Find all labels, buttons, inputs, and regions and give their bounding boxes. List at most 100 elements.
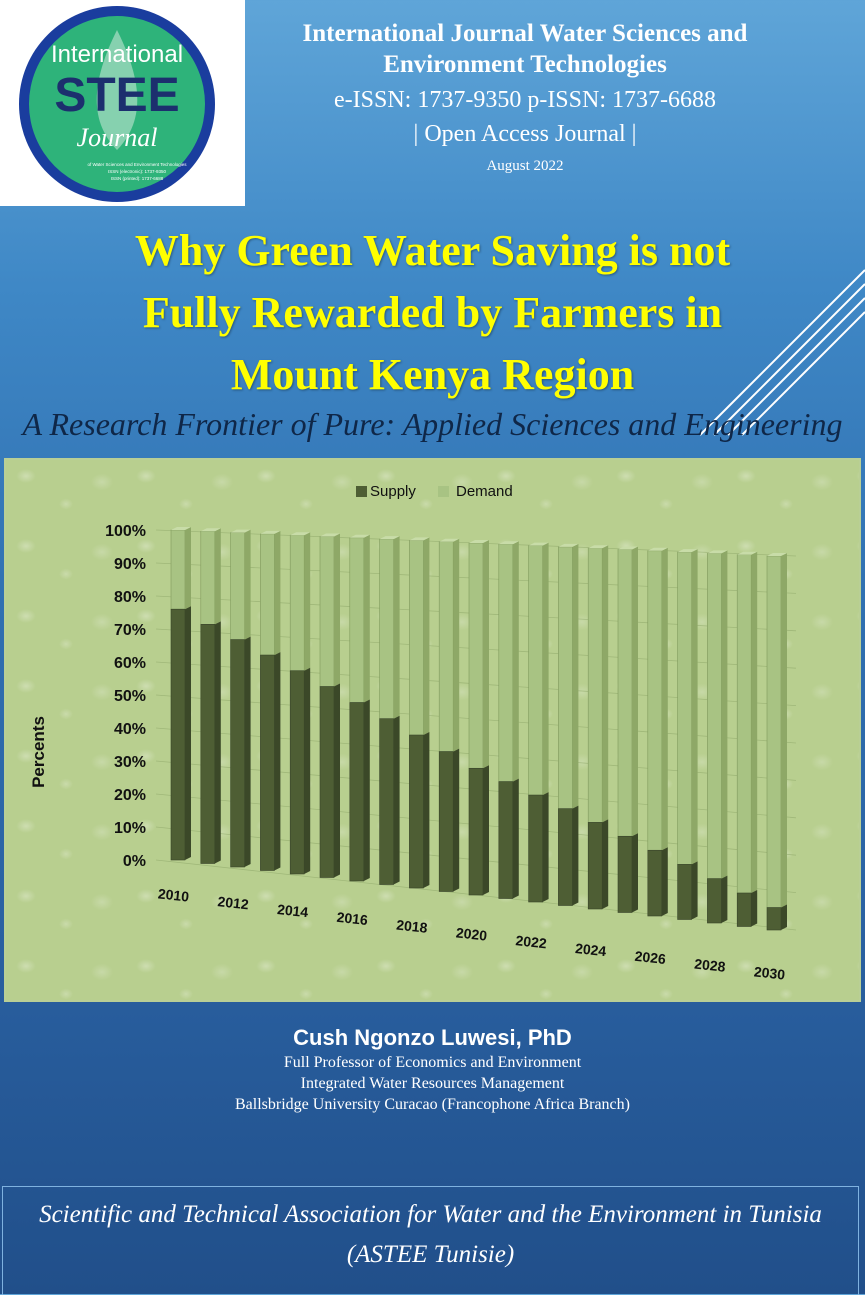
x-tick-label: 2012 [217, 893, 250, 912]
x-tick-label: 2026 [634, 948, 667, 967]
title-line-2: Fully Rewarded by Farmers in [142, 288, 723, 337]
bar-top-face [737, 551, 758, 555]
supply-bar-side [244, 636, 251, 867]
supply-bar-side [453, 748, 460, 892]
issn-line: e-ISSN: 1737-9350 p-ISSN: 1737-6688 [334, 87, 716, 113]
y-tick-label: 40% [114, 721, 146, 738]
demand-bar [438, 541, 454, 752]
supply-bar [170, 608, 186, 861]
bar-top-face [528, 542, 549, 546]
demand-bar [677, 551, 692, 865]
supply-bar-side [781, 904, 787, 930]
demand-bar-side [363, 534, 370, 703]
supply-bar [677, 864, 692, 920]
supply-demand-chart: 0% 10% 20% 30% 40% 50% 60% 70% 80% 90% 100% 2010 201… [29, 483, 797, 983]
x-tick-label: 2030 [753, 963, 786, 982]
supply-bar [200, 624, 216, 864]
journal-logo-emblem: International STEE Journal of Water Scie… [19, 6, 215, 202]
logo-small-line: of Water Sciences and Environment Techno… [87, 162, 187, 167]
title-line-1: Why Green Water Saving is not [134, 226, 731, 275]
x-tick-label: 2010 [157, 885, 190, 904]
bar-top-face [498, 541, 519, 545]
y-tick-label: 0% [123, 853, 146, 870]
demand-bar [498, 544, 514, 782]
publisher-name: Scientific and Technical Association for… [39, 1201, 822, 1228]
supply-bar [528, 794, 543, 903]
demand-bar-side [244, 529, 251, 640]
x-tick-label: 2016 [336, 909, 369, 928]
demand-bar-side [542, 542, 549, 796]
demand-bar-side [483, 540, 489, 769]
bar-top-face [260, 530, 281, 534]
bar-top-face [200, 528, 221, 532]
x-tick-label: 2014 [276, 901, 309, 920]
x-tick-label: 2022 [515, 932, 548, 951]
open-access-label: | Open Access Journal | [413, 121, 637, 147]
logo-text-journal: Journal [77, 123, 158, 152]
author-block: Cush Ngonzo Luwesi, PhD Full Professor o… [0, 1024, 865, 1115]
bar-top-face [767, 553, 787, 556]
demand-bar-side [185, 527, 191, 610]
supply-bar-side [214, 621, 221, 864]
bar-top-face [588, 545, 609, 549]
demand-bar-side [512, 541, 519, 782]
bar-top-face [439, 538, 460, 542]
decorative-stripes [699, 269, 865, 436]
demand-bar [200, 531, 216, 625]
bar-top-face [171, 527, 191, 530]
demand-bar [230, 532, 245, 640]
demand-bar-side [334, 533, 340, 687]
y-tick-label: 30% [114, 754, 146, 771]
bar-top-face [707, 550, 728, 554]
demand-bar [766, 555, 782, 908]
y-tick-label: 80% [114, 589, 146, 606]
supply-bar [707, 878, 722, 924]
supply-bar-side [393, 715, 400, 885]
supply-bar-side [751, 890, 758, 927]
chart-frame: 0% 10% 20% 30% 40% 50% 60% 70% 80% 90% 100% 2010 201… [4, 458, 861, 1002]
demand-bar-side [691, 549, 698, 865]
publisher-footer: Scientific and Technical Association for… [2, 1186, 859, 1295]
demand-bar-side [661, 547, 668, 851]
demand-bar-side [572, 543, 579, 809]
supply-bar-side [602, 819, 609, 909]
title-line-3: Mount Kenya Region [230, 350, 635, 399]
y-tick-label: 90% [114, 556, 146, 573]
demand-bar-side [304, 532, 311, 671]
supply-bar [647, 849, 663, 917]
supply-bar-side [542, 792, 549, 902]
supply-bar-side [363, 699, 370, 881]
supply-bar [468, 767, 484, 896]
demand-bar [587, 547, 603, 823]
supply-bar [587, 822, 603, 910]
demand-bar [260, 533, 275, 656]
supply-bar-side [572, 805, 579, 906]
bar-top-face [558, 543, 579, 547]
demand-bar-side [721, 550, 728, 879]
x-tick-label: 2018 [396, 917, 429, 936]
demand-bar [319, 536, 335, 687]
supply-bar [349, 702, 365, 882]
supply-bar-side [304, 667, 311, 874]
x-tick-label: 2024 [574, 940, 607, 959]
y-tick-label: 10% [114, 820, 146, 837]
y-axis-label: Percents [29, 716, 48, 788]
supply-bar [379, 718, 394, 885]
legend-swatch-demand [438, 486, 449, 497]
journal-logo: International STEE Journal of Water Scie… [0, 0, 245, 206]
demand-bar [528, 545, 543, 796]
supply-bar-side [483, 765, 489, 895]
y-tick-label: 60% [114, 655, 146, 672]
demand-bar [617, 549, 633, 837]
supply-bar-side [721, 875, 728, 923]
journal-header: International Journal Water Sciences and… [245, 18, 805, 179]
y-tick-label: 100% [105, 523, 146, 540]
demand-bar-side [423, 537, 430, 736]
logo-small-line: ISSN (electronic): 1737-9350 [108, 169, 167, 174]
y-tick-label: 20% [114, 787, 146, 804]
bar-top-face [469, 540, 489, 543]
supply-bar [498, 781, 514, 899]
logo-small-line: ISSN (printed): 1737-6688 [111, 176, 164, 181]
bar-top-face [290, 532, 311, 536]
supply-bar [736, 892, 752, 927]
